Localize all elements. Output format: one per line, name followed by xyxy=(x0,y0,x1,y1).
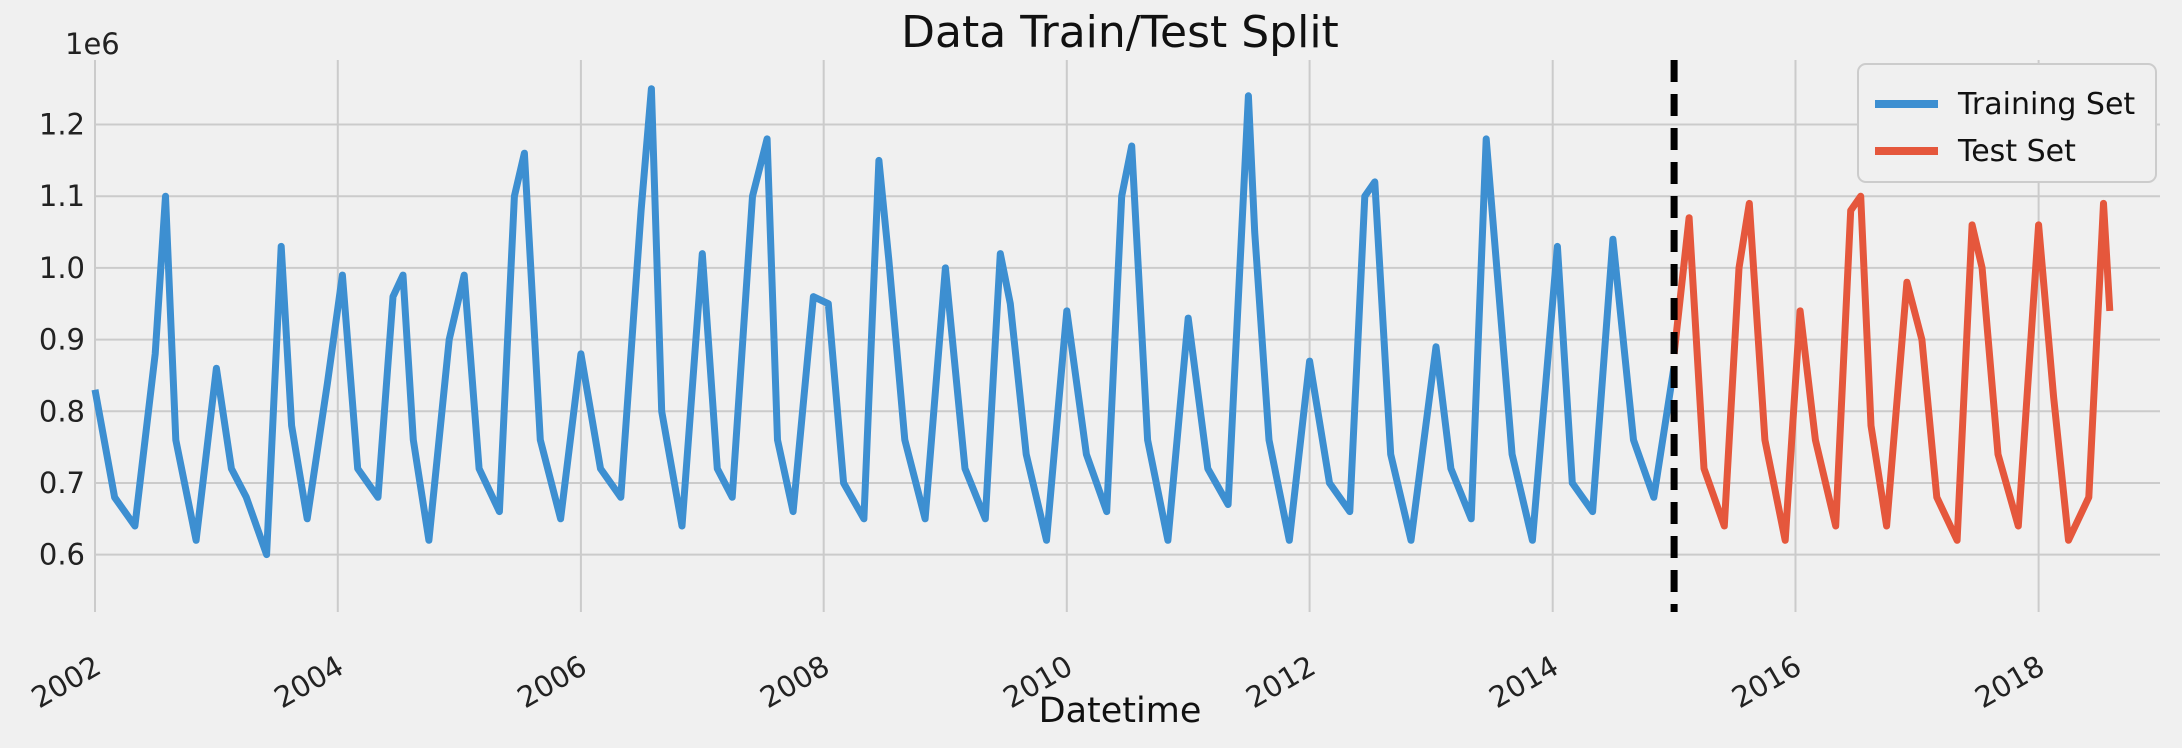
y-tick-label: 0.9 xyxy=(39,323,85,357)
x-tick-label: 2018 xyxy=(1969,649,2050,715)
y-tick-label: 0.6 xyxy=(39,538,85,572)
legend-label-training: Training Set xyxy=(1957,87,2135,122)
chart-title: Data Train/Test Split xyxy=(901,7,1339,58)
series-lines xyxy=(91,85,2114,559)
y-tick-labels: 0.6 0.7 0.8 0.9 1.0 1.1 1.2 xyxy=(39,108,85,572)
y-tick-label: 1.2 xyxy=(39,108,85,142)
x-axis-label: Datetime xyxy=(1039,691,1202,731)
x-tick-label: 2006 xyxy=(511,649,592,715)
y-tick-label: 0.7 xyxy=(39,466,85,500)
x-tick-label: 2008 xyxy=(754,649,835,715)
x-tick-label: 2014 xyxy=(1483,649,1564,715)
x-tick-label: 2012 xyxy=(1240,649,1321,715)
y-tick-label: 1.1 xyxy=(39,179,85,213)
y-tick-label: 1.0 xyxy=(39,251,85,285)
y-multiplier: 1e6 xyxy=(65,27,120,61)
series-line-test xyxy=(1670,192,2114,544)
x-tick-label: 2016 xyxy=(1726,649,1807,715)
series-line-training xyxy=(91,85,1678,559)
legend: Training Set Test Set xyxy=(1857,63,2157,183)
x-tick-label: 2002 xyxy=(26,649,107,715)
legend-label-test: Test Set xyxy=(1957,134,2076,169)
y-tick-label: 0.8 xyxy=(39,394,85,428)
x-tick-label: 2004 xyxy=(268,649,349,715)
